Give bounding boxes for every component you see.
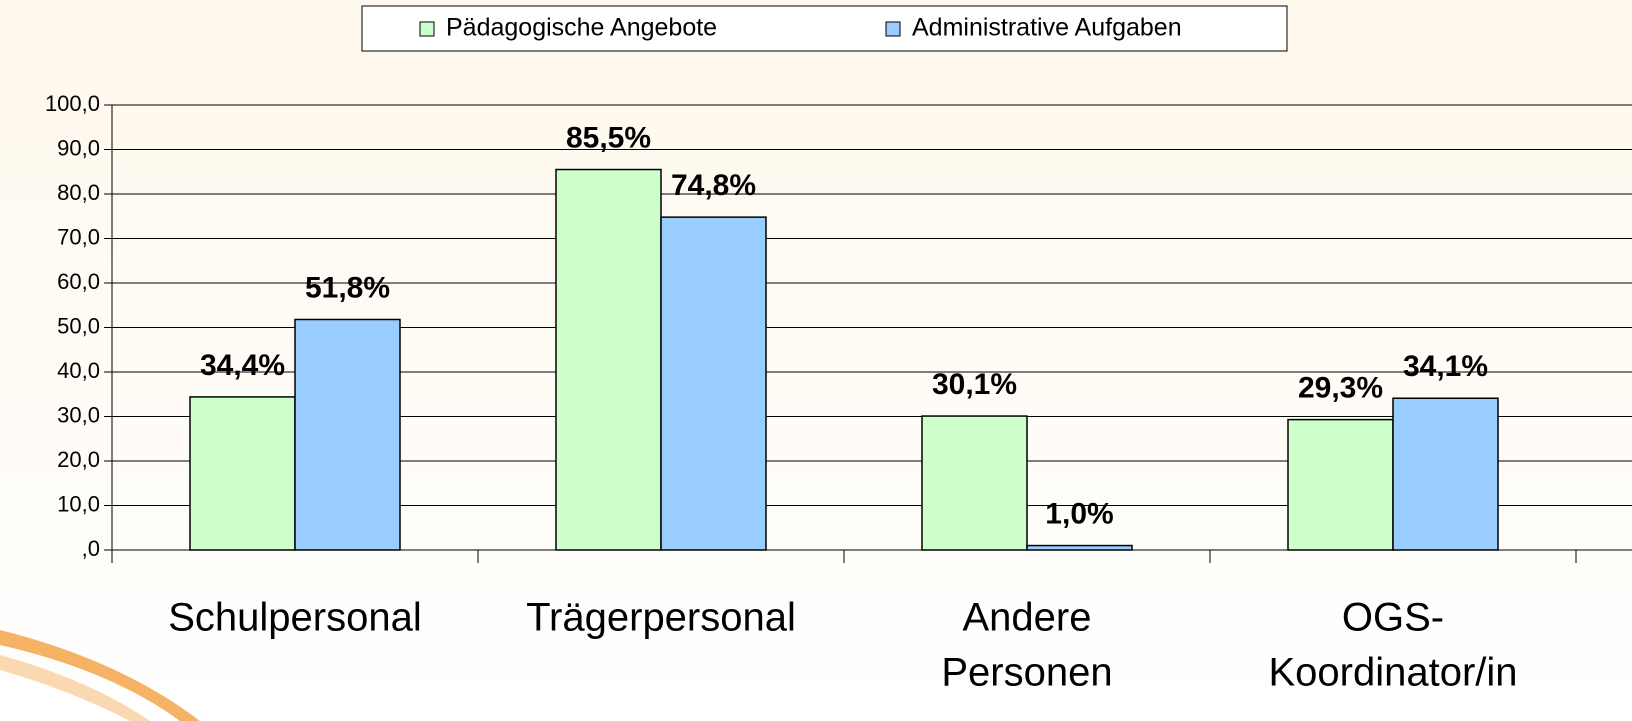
x-tick-label: Schulpersonal (168, 596, 422, 640)
x-tick-label: Andere (963, 596, 1092, 640)
bar (1026, 544, 1133, 551)
legend-swatch (419, 21, 435, 37)
y-tick-label: 50,0 (57, 313, 100, 338)
bar (189, 396, 296, 551)
legend-label: Pädagogische Angebote (446, 14, 717, 42)
bar (1392, 397, 1499, 551)
y-tick-label: 70,0 (57, 224, 100, 249)
bar (1287, 418, 1394, 551)
bar (660, 216, 767, 551)
x-tick-label: Koordinator/in (1268, 651, 1517, 695)
y-tick-label: 10,0 (57, 491, 100, 516)
bar (294, 318, 401, 551)
y-tick-label: 30,0 (57, 402, 100, 427)
y-tick-label: 60,0 (57, 269, 100, 294)
data-label: 34,1% (1403, 350, 1488, 383)
data-label: 1,0% (1045, 497, 1113, 530)
legend-label: Administrative Aufgaben (912, 14, 1182, 42)
x-tick-label: OGS- (1342, 596, 1444, 640)
y-tick-label: 80,0 (57, 180, 100, 205)
legend-swatch (885, 21, 901, 37)
x-tick-label: Personen (941, 651, 1112, 695)
decoration (0, 655, 150, 721)
data-label: 30,1% (932, 368, 1017, 401)
y-tick-label: 40,0 (57, 358, 100, 383)
legend (361, 5, 1288, 52)
bar (921, 415, 1028, 551)
data-label: 29,3% (1298, 372, 1383, 405)
y-tick-label: 20,0 (57, 447, 100, 472)
y-tick-label: 100,0 (45, 91, 100, 116)
bar (555, 168, 662, 551)
data-label: 34,4% (200, 349, 285, 382)
data-label: 51,8% (305, 271, 390, 304)
x-tick-label: Trägerpersonal (526, 596, 796, 640)
data-label: 74,8% (671, 169, 756, 202)
decoration (0, 630, 200, 721)
y-tick-label: 90,0 (57, 135, 100, 160)
y-tick-label: ,0 (82, 536, 100, 561)
data-label: 85,5% (566, 121, 651, 154)
